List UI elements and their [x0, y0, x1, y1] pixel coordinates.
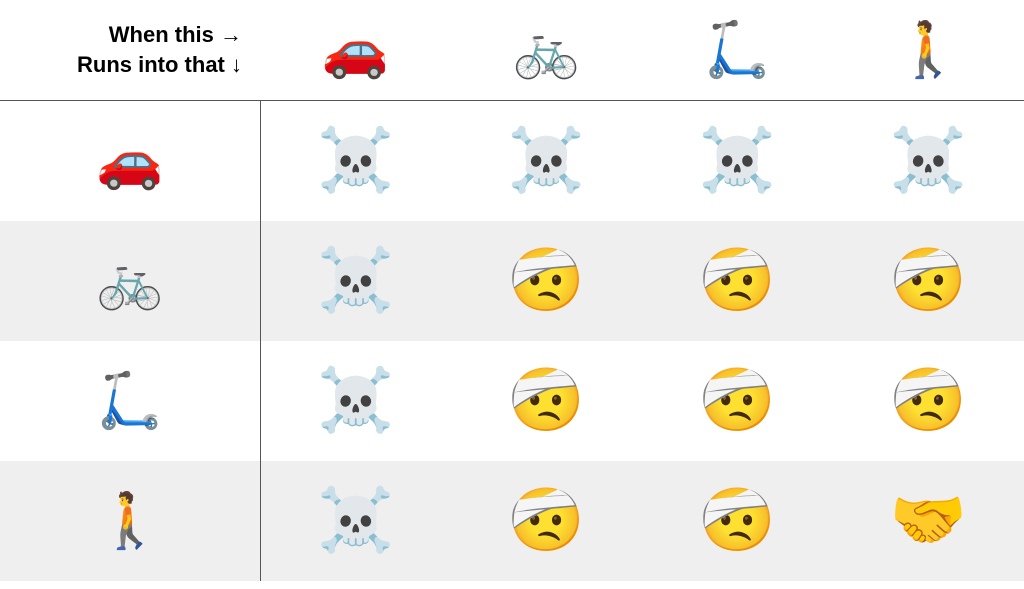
head_bandage-icon: 🤕: [508, 246, 585, 315]
head_bandage-icon: 🤕: [699, 366, 776, 435]
matrix-body: 🚗 ☠️ ☠️ ☠️ ☠️ 🚲 ☠️ 🤕 🤕 🤕 🛴 ☠️ 🤕 🤕 🤕 🚶 ☠️ 🤕 🤕 🤝: [0, 101, 1024, 581]
row-header-bicycle: 🚲: [0, 221, 260, 341]
bicycle-icon: 🚲: [96, 251, 163, 311]
bicycle-icon: 🚲: [513, 20, 580, 80]
cell-car-pedestrian: ☠️: [833, 101, 1024, 221]
scooter-icon: 🛴: [96, 371, 163, 431]
cell-bicycle-bicycle: 🤕: [451, 221, 642, 341]
pedestrian-icon: 🚶: [895, 20, 962, 80]
table-row: 🚗 ☠️ ☠️ ☠️ ☠️: [0, 101, 1024, 221]
pedestrian-icon: 🚶: [96, 491, 163, 551]
row-header-scooter: 🛴: [0, 341, 260, 461]
cell-scooter-pedestrian: 🤕: [833, 341, 1024, 461]
cell-scooter-car: ☠️: [260, 341, 451, 461]
corner-title: When this → Runs into that ↓: [0, 0, 260, 100]
cell-car-scooter: ☠️: [642, 101, 833, 221]
cell-scooter-bicycle: 🤕: [451, 341, 642, 461]
handshake-icon: 🤝: [890, 486, 967, 555]
skull-icon: ☠️: [508, 126, 585, 195]
head_bandage-icon: 🤕: [699, 246, 776, 315]
title-line-1: When this →: [8, 20, 242, 50]
head_bandage-icon: 🤕: [508, 486, 585, 555]
cell-pedestrian-bicycle: 🤕: [451, 461, 642, 581]
skull-icon: ☠️: [317, 366, 394, 435]
cell-car-bicycle: ☠️: [451, 101, 642, 221]
table-row: 🚲 ☠️ 🤕 🤕 🤕: [0, 221, 1024, 341]
cell-car-car: ☠️: [260, 101, 451, 221]
head_bandage-icon: 🤕: [890, 366, 967, 435]
title-line-2: Runs into that ↓: [8, 50, 242, 80]
cell-bicycle-scooter: 🤕: [642, 221, 833, 341]
cell-pedestrian-pedestrian: 🤝: [833, 461, 1024, 581]
column-header-row: When this → Runs into that ↓ 🚗 🚲 🛴 🚶: [0, 0, 1024, 100]
cell-bicycle-car: ☠️: [260, 221, 451, 341]
col-header-scooter: 🛴: [642, 0, 833, 100]
col-header-pedestrian: 🚶: [833, 0, 1024, 100]
cell-scooter-scooter: 🤕: [642, 341, 833, 461]
row-header-pedestrian: 🚶: [0, 461, 260, 581]
head_bandage-icon: 🤕: [699, 486, 776, 555]
table-row: 🚶 ☠️ 🤕 🤕 🤝: [0, 461, 1024, 581]
cell-bicycle-pedestrian: 🤕: [833, 221, 1024, 341]
skull-icon: ☠️: [317, 246, 394, 315]
head_bandage-icon: 🤕: [508, 366, 585, 435]
skull-icon: ☠️: [317, 126, 394, 195]
col-header-bicycle: 🚲: [451, 0, 642, 100]
cell-pedestrian-scooter: 🤕: [642, 461, 833, 581]
collision-matrix: When this → Runs into that ↓ 🚗 🚲 🛴 🚶 🚗 ☠️…: [0, 0, 1024, 581]
col-header-car: 🚗: [260, 0, 451, 100]
car-icon: 🚗: [96, 131, 163, 191]
cell-pedestrian-car: ☠️: [260, 461, 451, 581]
head_bandage-icon: 🤕: [890, 246, 967, 315]
row-header-car: 🚗: [0, 101, 260, 221]
skull-icon: ☠️: [890, 126, 967, 195]
scooter-icon: 🛴: [704, 20, 771, 80]
table-row: 🛴 ☠️ 🤕 🤕 🤕: [0, 341, 1024, 461]
skull-icon: ☠️: [699, 126, 776, 195]
car-icon: 🚗: [322, 20, 389, 80]
skull-icon: ☠️: [317, 486, 394, 555]
